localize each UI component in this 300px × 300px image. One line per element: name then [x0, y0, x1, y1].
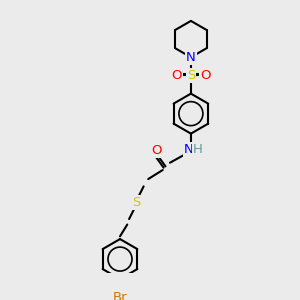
Text: N: N	[184, 143, 194, 157]
Text: Br: Br	[113, 291, 127, 300]
Text: N: N	[186, 51, 196, 64]
Text: S: S	[132, 196, 141, 209]
Text: O: O	[200, 69, 211, 82]
Text: O: O	[151, 144, 162, 158]
Text: S: S	[187, 69, 195, 82]
Text: O: O	[171, 69, 181, 82]
Text: H: H	[193, 143, 203, 157]
